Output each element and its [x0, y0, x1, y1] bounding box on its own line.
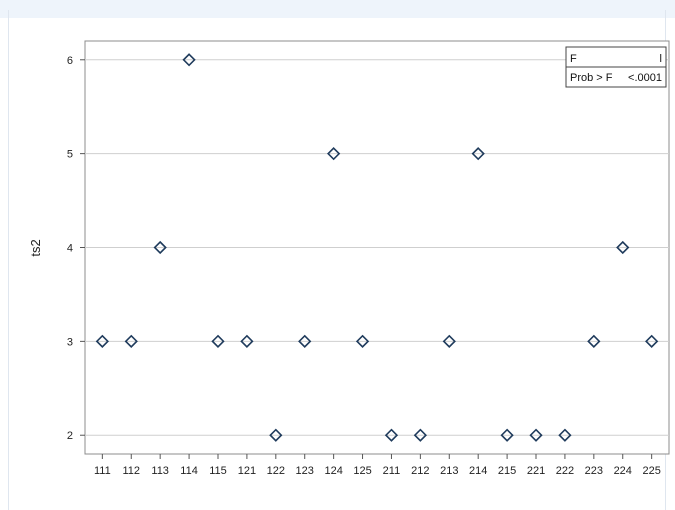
x-tick-label: 211 [383, 465, 401, 477]
data-point-111 [95, 334, 109, 348]
top-band [0, 0, 675, 18]
x-tick-label: 222 [556, 465, 574, 477]
y-axis-label: ts2 [28, 239, 43, 256]
x-tick-label: 214 [469, 465, 487, 477]
y-tick-label: 4 [67, 243, 73, 255]
y-tick-label: 3 [67, 336, 73, 348]
x-tick-label: 114 [180, 465, 198, 477]
stats-row1-label: F [570, 53, 577, 65]
x-tick-label: 225 [642, 465, 660, 477]
x-tick-label: 111 [94, 465, 111, 477]
data-point-112 [124, 334, 138, 348]
data-point-211 [384, 428, 399, 442]
stats-row1-value: l [660, 53, 662, 65]
x-tick-label: 224 [614, 465, 632, 477]
data-point-224 [616, 240, 630, 255]
data-point-121 [240, 334, 254, 348]
x-tick-label: 113 [151, 465, 169, 477]
x-tick-label: 112 [122, 465, 140, 477]
data-point-115 [211, 334, 225, 348]
stats-box: F l Prob > F <.0001 [565, 46, 667, 88]
y-tick-label: 2 [67, 430, 73, 442]
x-tick-label: 124 [324, 465, 342, 477]
data-point-223 [587, 334, 601, 348]
data-point-124 [327, 147, 341, 161]
y-axis: 2 3 4 5 6 [67, 55, 85, 442]
x-tick-label: 125 [353, 465, 371, 477]
stats-row2-label: Prob > F [570, 72, 613, 84]
data-point-212 [413, 428, 427, 442]
data-point-225 [645, 334, 659, 348]
x-tick-label: 123 [296, 465, 314, 477]
stats-row2-value: <.0001 [628, 72, 662, 84]
data-point-113 [153, 240, 167, 255]
data-point-214 [471, 147, 485, 161]
y-tick-label: 5 [67, 149, 73, 161]
x-tick-label: 223 [585, 465, 603, 477]
data-point-222 [558, 428, 572, 442]
data-points [95, 53, 659, 442]
x-tick-label: 121 [238, 465, 256, 477]
x-tick-label: 122 [267, 465, 285, 477]
x-axis: 111 112 113 114 115 121 122 123 124 125 211 212 213 2… [94, 454, 661, 477]
data-point-213 [442, 334, 456, 348]
data-point-123 [298, 334, 312, 348]
data-point-215 [500, 428, 514, 442]
x-tick-label: 212 [411, 465, 429, 477]
x-tick-label: 115 [209, 465, 227, 477]
data-point-221 [529, 428, 543, 442]
data-point-122 [269, 428, 283, 442]
frame-border-left [8, 10, 9, 510]
x-tick-label: 215 [498, 465, 516, 477]
x-tick-label: 221 [527, 465, 545, 477]
data-point-125 [355, 334, 370, 348]
x-tick-label: 213 [440, 465, 458, 477]
data-point-114 [182, 53, 196, 67]
y-tick-label: 6 [67, 55, 73, 67]
